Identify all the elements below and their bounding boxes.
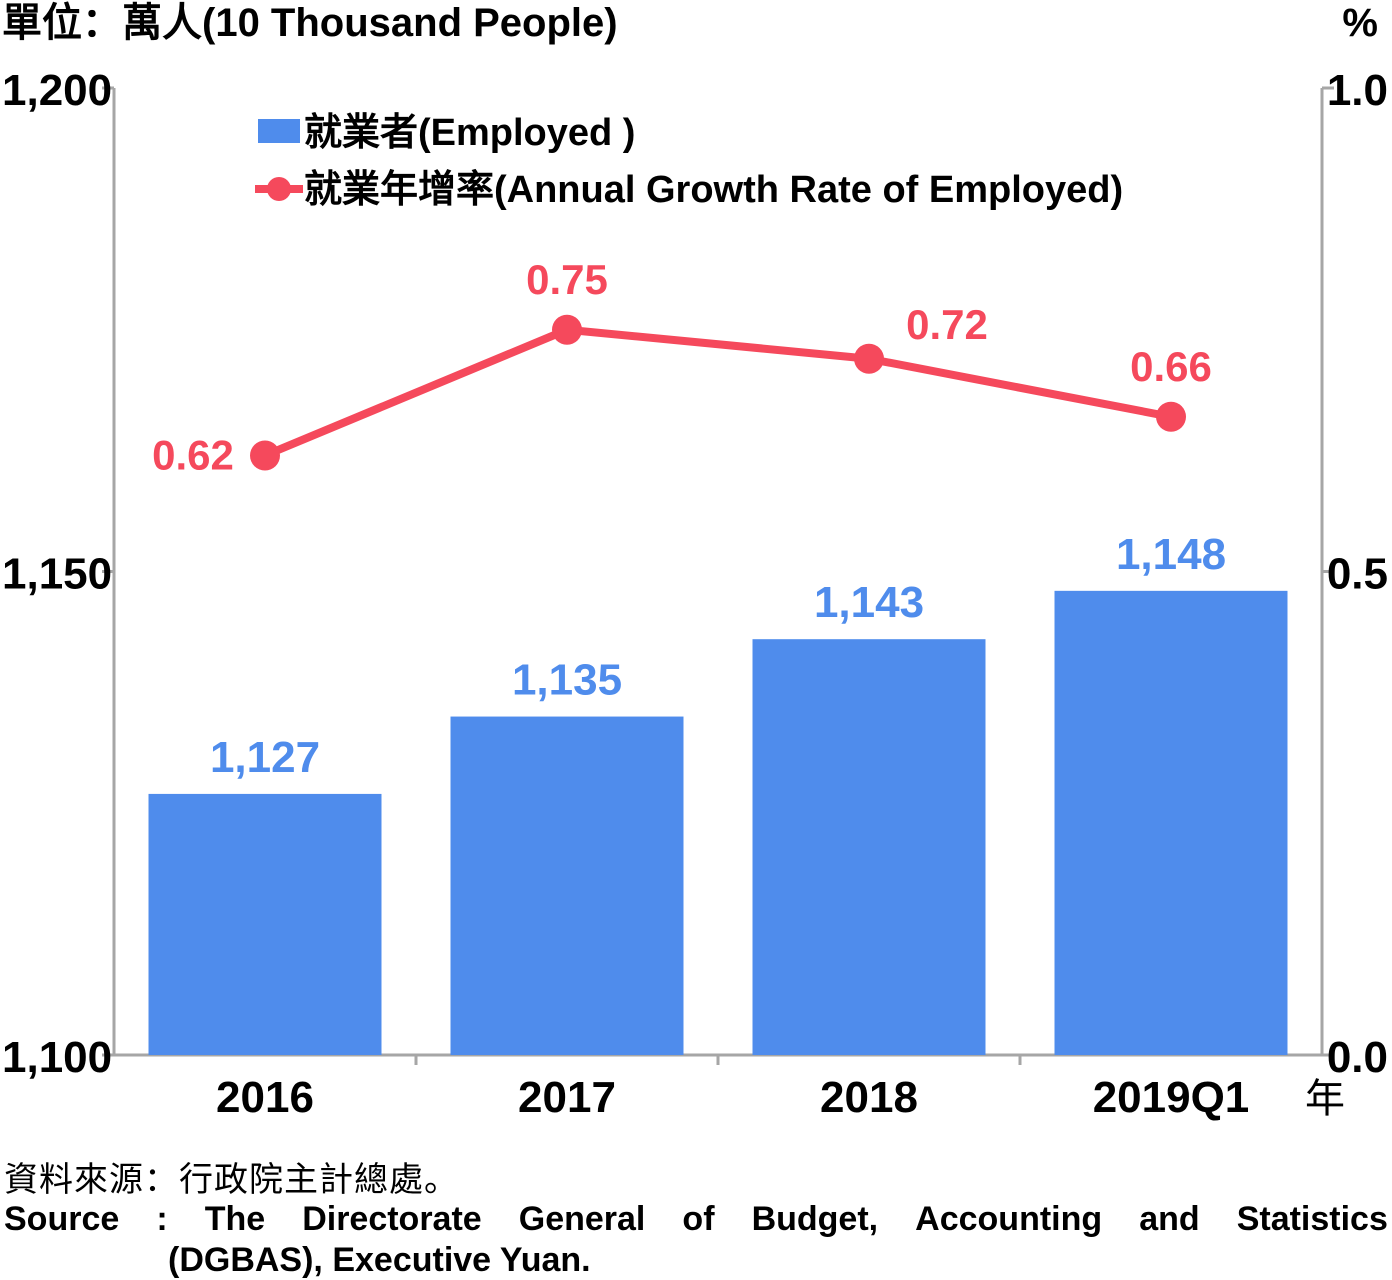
line-point	[552, 314, 582, 345]
source-word: of	[682, 1200, 715, 1238]
line-value-label: 0.72	[906, 301, 988, 348]
source-word: and	[1139, 1200, 1200, 1238]
source-word: Budget,	[751, 1200, 879, 1238]
x-tick-label: 2018	[820, 1073, 918, 1122]
legend-bar-label: 就業者(Employed )	[304, 112, 635, 154]
right-tick-label: 0.5	[1327, 550, 1388, 599]
bar-value-label: 1,148	[1116, 530, 1226, 579]
bar-value-label: 1,127	[210, 733, 320, 782]
x-tick-label: 2017	[518, 1073, 616, 1122]
line-point	[1156, 401, 1186, 432]
source-word: Statistics	[1236, 1200, 1388, 1238]
bar-value-label: 1,135	[512, 656, 622, 705]
source-english-line1: Source: The Directorate General of Budget, Acc…	[4, 1200, 1388, 1239]
source-english: Source: The Directorate General of Budget, Acc…	[4, 1200, 1388, 1280]
line-series	[250, 314, 1186, 471]
right-tick-label: 1.0	[1327, 66, 1388, 115]
x-axis-suffix: 年	[1305, 1076, 1345, 1122]
chart-canvas: 1,100 1,150 1,200 0.0 0.5 1.0 2016 2017 2018 2019…	[2, 1, 1388, 1122]
source-english-line2: (DGBAS), Executive Yuan.	[168, 1241, 591, 1279]
line-point	[250, 440, 280, 471]
source-word: General	[518, 1200, 646, 1238]
line-value-label: 0.62	[152, 431, 234, 478]
source-word: Source	[4, 1200, 120, 1238]
bar	[752, 639, 986, 1055]
line-value-label: 0.66	[1130, 343, 1212, 390]
legend-bar-swatch	[258, 119, 300, 143]
legend-line-label: 就業年增率(Annual Growth Rate of Employed)	[304, 169, 1123, 211]
x-tick-label: 2016	[216, 1073, 314, 1122]
bar	[450, 716, 684, 1055]
left-tick-label: 1,150	[2, 550, 112, 599]
data-labels: 1,127 1,135 1,143 1,148 0.62 0.75 0.72 0.66	[152, 256, 1226, 782]
x-tick-label: 2019Q1	[1093, 1073, 1250, 1122]
legend-line-marker	[267, 177, 291, 201]
source-chinese: 資料來源：行政院主計總處。	[4, 1161, 459, 1199]
growth-rate-line	[263, 325, 1172, 460]
source-word: Accounting	[915, 1200, 1103, 1238]
left-tick-label: 1,100	[2, 1033, 112, 1082]
right-tick-label: 0.0	[1327, 1033, 1388, 1082]
source-word: Directorate	[302, 1200, 482, 1238]
bar	[148, 793, 382, 1055]
bar-value-label: 1,143	[814, 578, 924, 627]
axes: 1,100 1,150 1,200 0.0 0.5 1.0 2016 2017 2018 2019…	[2, 66, 1388, 1122]
line-point	[854, 343, 884, 374]
bar	[1054, 590, 1288, 1055]
left-tick-label: 1,200	[2, 66, 112, 115]
source-word: The	[204, 1200, 266, 1238]
legend: 就業者(Employed ) 就業年增率(Annual Growth Rate o…	[255, 112, 1123, 211]
bar-series	[148, 590, 1288, 1055]
left-unit-label: 單位：萬人(10 Thousand People)	[2, 1, 618, 45]
line-value-label: 0.75	[526, 256, 608, 303]
source-word: :	[156, 1200, 168, 1238]
right-unit-label: %	[1342, 1, 1378, 45]
